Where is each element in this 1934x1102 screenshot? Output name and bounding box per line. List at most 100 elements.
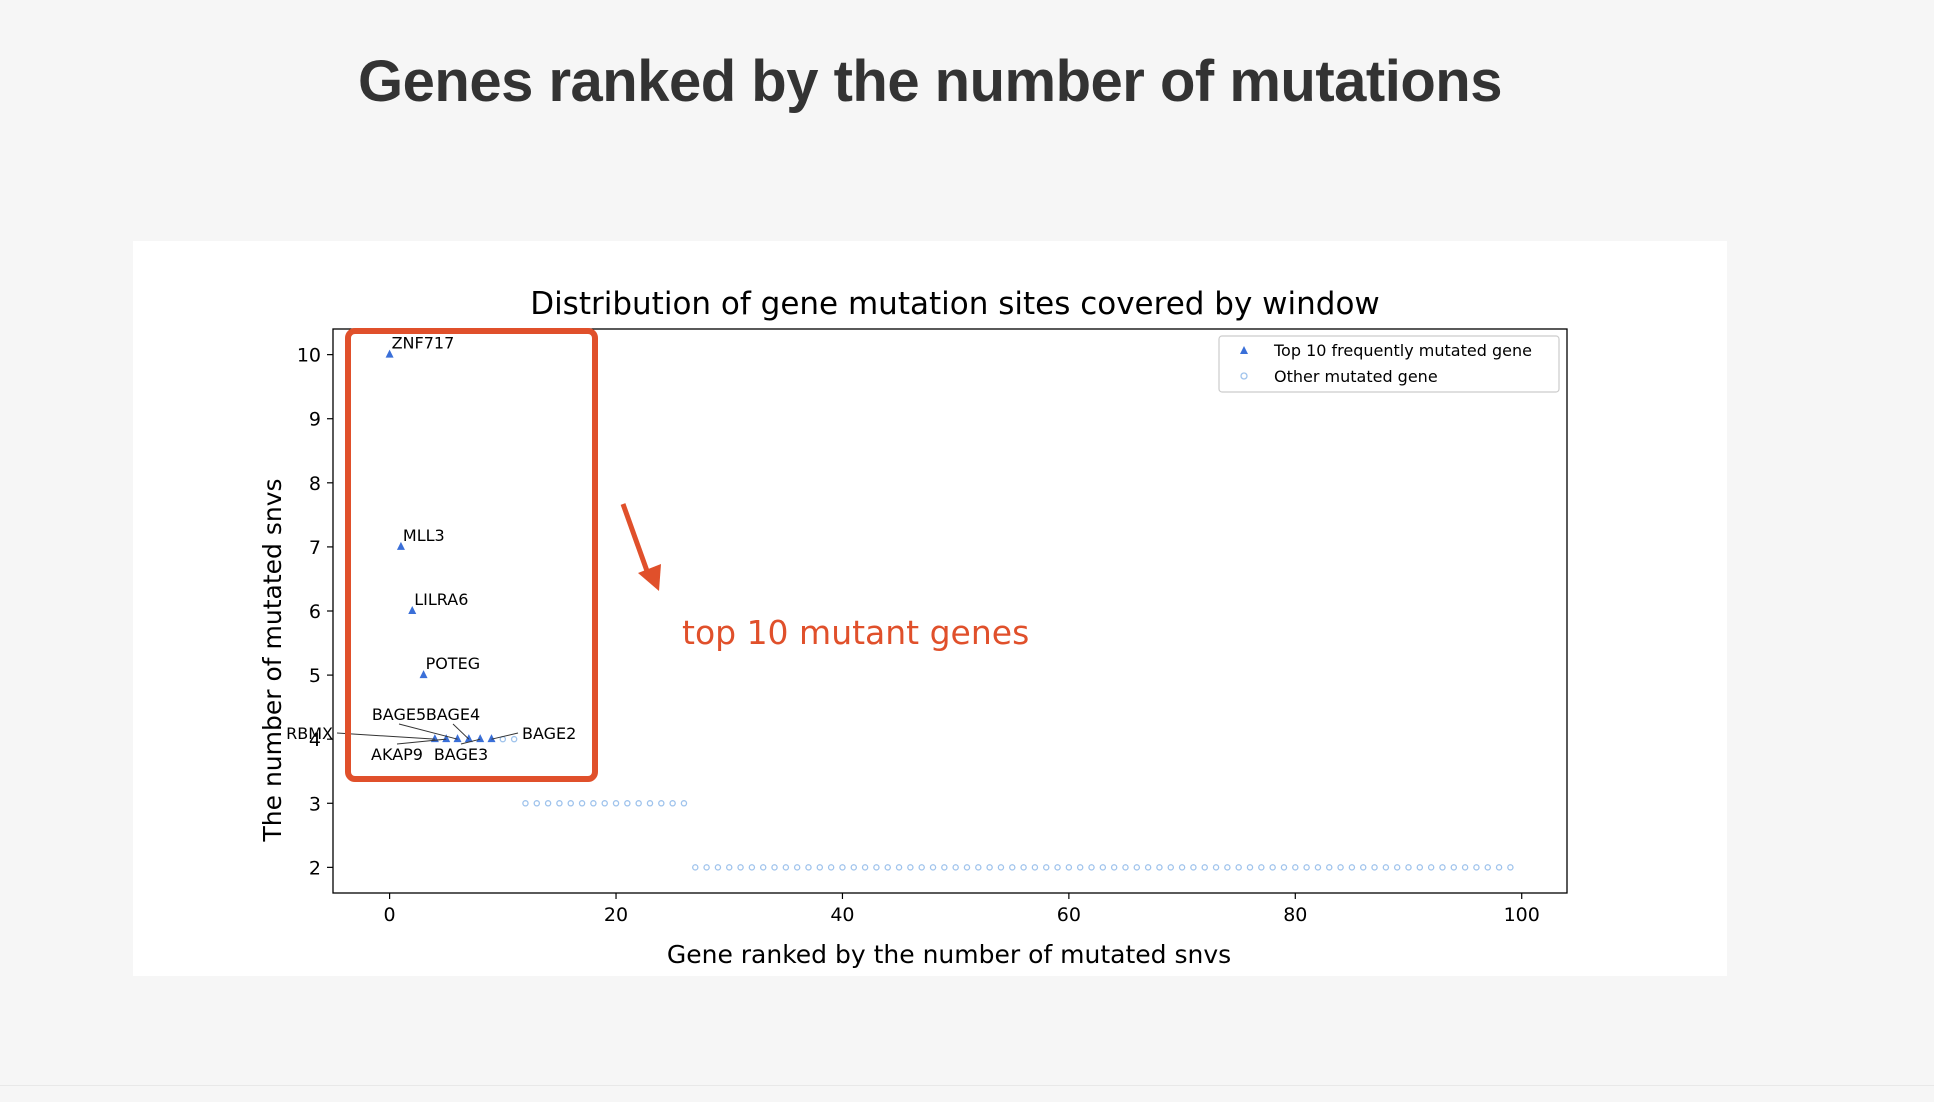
other-gene-point (929, 864, 937, 871)
top-gene-point (453, 734, 462, 743)
other-gene-point (1076, 864, 1084, 871)
top-gene-point (442, 734, 451, 743)
y-tick-label: 7 (309, 537, 321, 559)
other-gene-point (1427, 864, 1435, 871)
gene-label-leader (398, 723, 458, 740)
data-points (385, 349, 1514, 871)
gene-label-leader (336, 732, 435, 740)
top-gene-point (408, 606, 417, 614)
y-tick-label: 6 (309, 601, 321, 623)
chart-figure: Distribution of gene mutation sites cove… (133, 241, 1727, 976)
other-gene-point (1224, 864, 1231, 871)
other-gene-point (986, 864, 993, 871)
other-gene-point (624, 800, 631, 807)
other-gene-point (771, 864, 778, 871)
other-gene-point (918, 864, 925, 871)
other-gene-point (1507, 864, 1514, 871)
other-gene-point (1178, 864, 1186, 871)
legend-marker-other (1240, 372, 1248, 380)
other-gene-point (1190, 864, 1197, 871)
other-gene-point (1088, 864, 1095, 871)
other-gene-point (895, 864, 903, 871)
top-gene-point (487, 734, 496, 743)
other-gene-point (1054, 864, 1061, 871)
y-tick-label: 3 (309, 793, 321, 815)
gene-label: BAGE4 (426, 705, 480, 724)
y-axis-label: The number of mutated snvs (258, 478, 287, 842)
other-gene-point (1065, 864, 1073, 871)
page-title: Genes ranked by the number of mutations (358, 49, 1502, 114)
other-gene-point (1371, 864, 1378, 871)
other-gene-point (1326, 864, 1333, 871)
other-gene-point (1303, 864, 1310, 871)
gene-label-leader (396, 738, 447, 745)
gene-label: POTEG (426, 654, 481, 673)
scatter-chart: Distribution of gene mutation sites cove… (258, 286, 1568, 969)
gene-label: BAGE3 (434, 745, 488, 764)
other-gene-point (1416, 864, 1424, 871)
top-gene-point (464, 734, 473, 743)
x-tick-label: 60 (1057, 904, 1081, 926)
x-tick-label: 40 (830, 904, 854, 926)
annotation: top 10 mutant genes (345, 328, 1029, 782)
other-gene-point (692, 864, 699, 871)
other-gene-point (1473, 864, 1480, 871)
other-gene-point (759, 864, 767, 871)
y-tick-label: 5 (309, 665, 321, 687)
other-gene-point (1280, 864, 1288, 871)
gene-label: ZNF717 (392, 334, 455, 353)
legend-frame (1218, 335, 1560, 393)
y-tick-label: 2 (309, 857, 321, 879)
other-gene-point (680, 800, 688, 807)
other-gene-point (827, 864, 835, 871)
y-tick-label: 10 (297, 345, 321, 367)
gene-label-leader (452, 723, 470, 740)
gene-label: LILRA6 (414, 590, 468, 609)
other-gene-point (1246, 864, 1254, 871)
other-gene-point (601, 800, 608, 807)
other-gene-point (963, 864, 971, 871)
annotation-arrow-shaft (620, 503, 650, 572)
chart-title: Distribution of gene mutation sites cove… (530, 286, 1380, 322)
gene-label: BAGE5 (372, 705, 426, 724)
y-tick-label: 8 (309, 473, 321, 495)
other-gene-point (1337, 864, 1344, 871)
other-gene-point (510, 735, 518, 743)
other-gene-point (1439, 864, 1446, 871)
gene-label: BAGE2 (522, 724, 576, 743)
other-gene-point (850, 864, 858, 871)
other-gene-point (578, 800, 586, 807)
gene-label: MLL3 (403, 526, 445, 545)
other-gene-point (1144, 864, 1152, 871)
other-gene-point (1042, 864, 1050, 871)
other-gene-point (669, 800, 676, 807)
other-gene-point (658, 800, 665, 807)
other-gene-point (1110, 864, 1118, 871)
top-gene-point (419, 670, 428, 679)
other-gene-point (1031, 864, 1039, 871)
other-gene-point (737, 864, 744, 871)
plot-frame (332, 328, 1568, 894)
legend-label-top: Top 10 frequently mutated gene (1273, 341, 1532, 360)
x-tick-label: 0 (384, 904, 396, 926)
other-gene-point (1009, 864, 1016, 871)
y-tick-label: 4 (309, 729, 321, 751)
other-gene-point (1359, 864, 1367, 871)
top-gene-point (396, 541, 405, 550)
gene-label-leader (460, 738, 481, 745)
top-gene-point (385, 349, 394, 358)
other-gene-point (748, 864, 756, 871)
other-gene-point (646, 800, 654, 807)
footer-divider (0, 1085, 1934, 1086)
x-tick-label: 80 (1283, 904, 1307, 926)
other-gene-point (816, 864, 824, 871)
y-tick-label: 9 (309, 409, 321, 431)
other-gene-point (522, 800, 529, 807)
x-tick-label: 100 (1504, 904, 1540, 926)
other-gene-point (782, 864, 790, 871)
other-gene-point (861, 864, 869, 871)
other-gene-point (725, 864, 733, 871)
other-gene-point (612, 800, 620, 807)
other-gene-point (703, 864, 710, 871)
other-gene-point (1258, 864, 1265, 871)
